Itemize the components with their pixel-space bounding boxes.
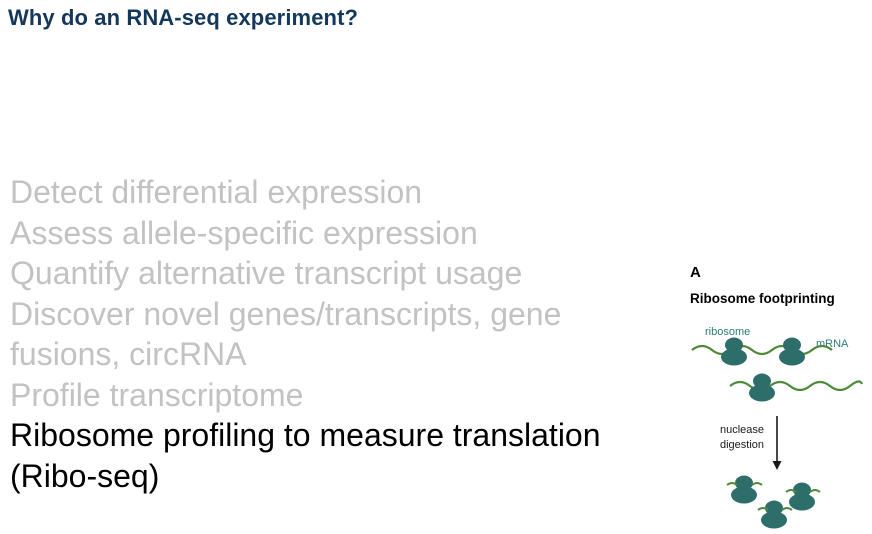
bullet-item: Profile transcriptome (10, 376, 304, 413)
ribosome-label: ribosome (705, 326, 750, 338)
bullet-list: Detect differential expression Assess al… (10, 172, 650, 496)
slide-title: Why do an RNA-seq experiment? (8, 5, 359, 30)
bullet-item: Quantify alternative transcript usage (10, 255, 523, 291)
bullet-item-active: Ribosome profiling to measure translatio… (10, 417, 601, 494)
mrna-label: mRNA (816, 338, 849, 350)
arrow-head-icon (772, 461, 782, 470)
step-label-line2: digestion (720, 439, 764, 451)
ribosome-footprinting-diagram: A Ribosome footprinting ribosome mRNA nu… (690, 264, 864, 529)
footprint (726, 475, 763, 504)
figure-title: Ribosome footprinting (690, 291, 835, 306)
bullet-item: Detect differential expression (10, 174, 423, 210)
mrna-strand (729, 380, 864, 392)
panel-letter: A (690, 264, 701, 281)
ribosome-icon (779, 337, 805, 366)
ribosome-footprinting-figure: A Ribosome footprinting ribosome mRNA nu… (682, 258, 872, 534)
bullet-item: Assess allele-specific expression (10, 214, 478, 251)
bullet-item: Discover novel genes/transcripts, gene f… (10, 295, 562, 373)
ribosome-icon (749, 373, 775, 402)
footprint (757, 500, 793, 529)
ribosome-icon (721, 337, 747, 366)
step-label-line1: nuclease (720, 424, 764, 436)
mrna-strand (691, 344, 833, 356)
footprint (785, 482, 821, 511)
